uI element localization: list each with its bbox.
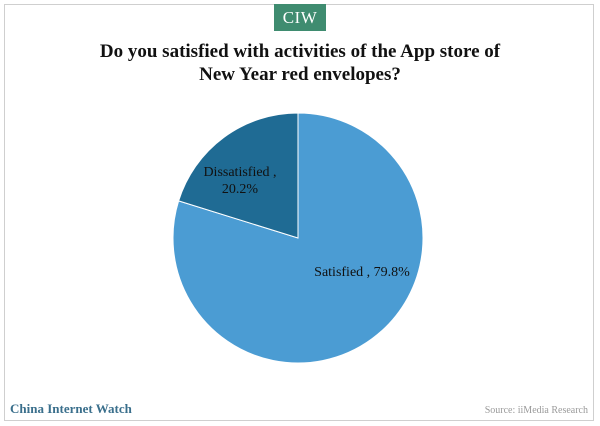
pie-label-dissatisfied: Dissatisfied , 20.2% — [203, 165, 276, 197]
ciw-logo: CIW — [274, 4, 326, 31]
pie-slice-satisfied — [172, 112, 424, 364]
footer-source: Source: iiMedia Research — [484, 405, 588, 416]
chart-title-line-2: New Year red envelopes? — [199, 64, 401, 85]
footer-brand: China Internet Watch — [10, 401, 132, 416]
pie-label-satisfied: Satisfied , 79.8% — [314, 265, 410, 280]
pie-slice-dissatisfied — [178, 112, 299, 239]
chart-title-line-1: Do you satisfied with activities of the … — [99, 41, 501, 62]
logo-text: CIW — [282, 7, 318, 27]
chart-title: Do you satisfied with activities of the … — [40, 40, 560, 86]
